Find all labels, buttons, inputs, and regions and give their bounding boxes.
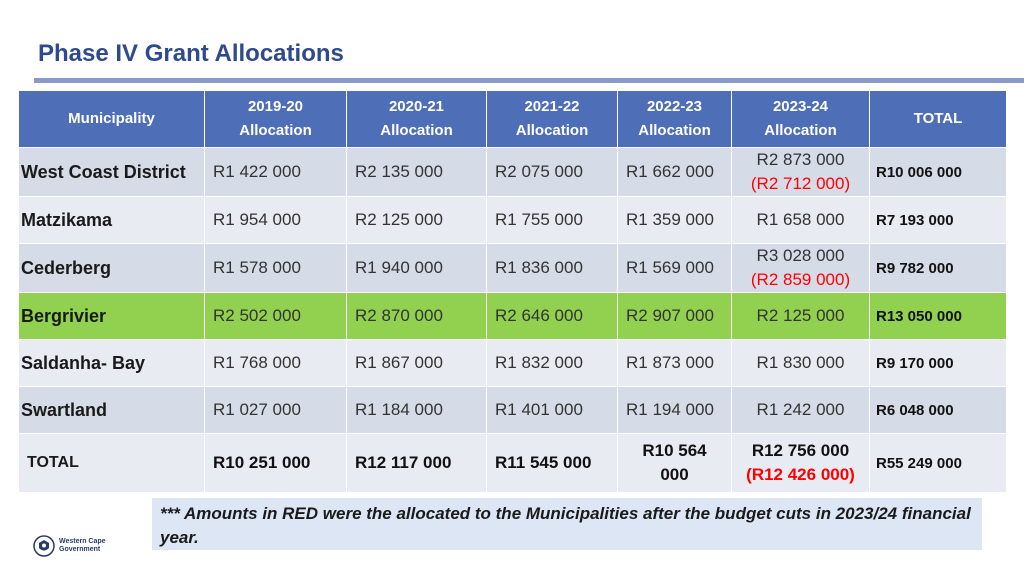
cell-2022-23: R1 873 000 [617,339,732,387]
total-2020-21: R12 117 000 [346,433,487,493]
municipality-name: Bergrivier [18,292,205,340]
table-row: Matzikama R1 954 000 R2 125 000 R1 755 0… [18,196,1007,244]
cell-total: R9 170 000 [869,339,1007,387]
municipality-name: Saldanha- Bay [18,339,205,387]
cell-total: R13 050 000 [869,292,1007,340]
header-2020-21: 2020-21 Allocation [346,90,487,148]
cell-2020-21: R1 940 000 [346,243,487,293]
cell-2022-23: R1 194 000 [617,386,732,434]
cut-amount: (R12 426 000) [746,465,855,484]
header-2019-20: 2019-20 Allocation [204,90,347,148]
header-total: TOTAL [869,90,1007,148]
table-row: West Coast District R1 422 000 R2 135 00… [18,147,1007,197]
cell-2023-24: R1 830 000 [731,339,870,387]
municipality-name: Cederberg [18,243,205,293]
header-2023-24: 2023-24 Allocation [731,90,870,148]
cell-total: R7 193 000 [869,196,1007,244]
cell-2021-22: R2 646 000 [486,292,618,340]
total-label: TOTAL [18,433,205,493]
cell-total: R6 048 000 [869,386,1007,434]
cell-2019-20: R1 422 000 [204,147,347,197]
cut-amount: (R2 859 000) [750,270,851,289]
cut-amount: (R2 712 000) [750,174,851,193]
table-row: Swartland R1 027 000 R1 184 000 R1 401 0… [18,386,1007,434]
header-2022-23: 2022-23 Allocation [617,90,732,148]
cell-2022-23: R1 359 000 [617,196,732,244]
header-row: Municipality 2019-20 Allocation 2020-21 Al… [18,90,1007,148]
cell-2019-20: R1 027 000 [204,386,347,434]
cell-2023-24: R2 873 000 (R2 712 000) [731,147,870,197]
municipality-name: West Coast District [18,147,205,197]
total-2022-23: R10 564 000 [617,433,732,493]
cell-2020-21: R2 135 000 [346,147,487,197]
cell-2020-21: R1 867 000 [346,339,487,387]
header-2021-22: 2021-22 Allocation [486,90,618,148]
cell-2023-24: R1 658 000 [731,196,870,244]
allocations-table: Municipality 2019-20 Allocation 2020-21 Al… [18,90,1007,493]
municipality-name: Swartland [18,386,205,434]
cell-2022-23: R1 569 000 [617,243,732,293]
cell-2021-22: R2 075 000 [486,147,618,197]
title-divider [34,78,1024,83]
table-row-highlighted: Bergrivier R2 502 000 R2 870 000 R2 646 … [18,292,1007,340]
cell-2019-20: R1 954 000 [204,196,347,244]
page-title: Phase IV Grant Allocations [38,40,344,67]
cell-2020-21: R2 125 000 [346,196,487,244]
total-row: TOTAL R10 251 000 R12 117 000 R11 545 00… [18,433,1007,493]
table-row: Cederberg R1 578 000 R1 940 000 R1 836 0… [18,243,1007,293]
cell-total: R10 006 000 [869,147,1007,197]
cell-total: R9 782 000 [869,243,1007,293]
cell-2022-23: R1 662 000 [617,147,732,197]
cell-2023-24: R2 125 000 [731,292,870,340]
total-2019-20: R10 251 000 [204,433,347,493]
cell-2023-24: R1 242 000 [731,386,870,434]
cell-2021-22: R1 755 000 [486,196,618,244]
cell-2023-24: R3 028 000 (R2 859 000) [731,243,870,293]
table-row: Saldanha- Bay R1 768 000 R1 867 000 R1 8… [18,339,1007,387]
logo-line-1: Western Cape [59,538,106,545]
government-logo: Western Cape Government [33,533,106,559]
footnote: *** Amounts in RED were the allocated to… [152,498,982,550]
total-2021-22: R11 545 000 [486,433,618,493]
coat-of-arms-icon [33,535,55,557]
header-municipality: Municipality [18,90,205,148]
total-2023-24: R12 756 000 (R12 426 000) [731,433,870,493]
cell-2019-20: R1 768 000 [204,339,347,387]
grand-total: R55 249 000 [869,433,1007,493]
cell-2020-21: R1 184 000 [346,386,487,434]
logo-line-2: Government [59,546,101,553]
cell-2022-23: R2 907 000 [617,292,732,340]
cell-2020-21: R2 870 000 [346,292,487,340]
cell-2021-22: R1 836 000 [486,243,618,293]
municipality-name: Matzikama [18,196,205,244]
cell-2021-22: R1 401 000 [486,386,618,434]
cell-2021-22: R1 832 000 [486,339,618,387]
cell-2019-20: R1 578 000 [204,243,347,293]
cell-2019-20: R2 502 000 [204,292,347,340]
